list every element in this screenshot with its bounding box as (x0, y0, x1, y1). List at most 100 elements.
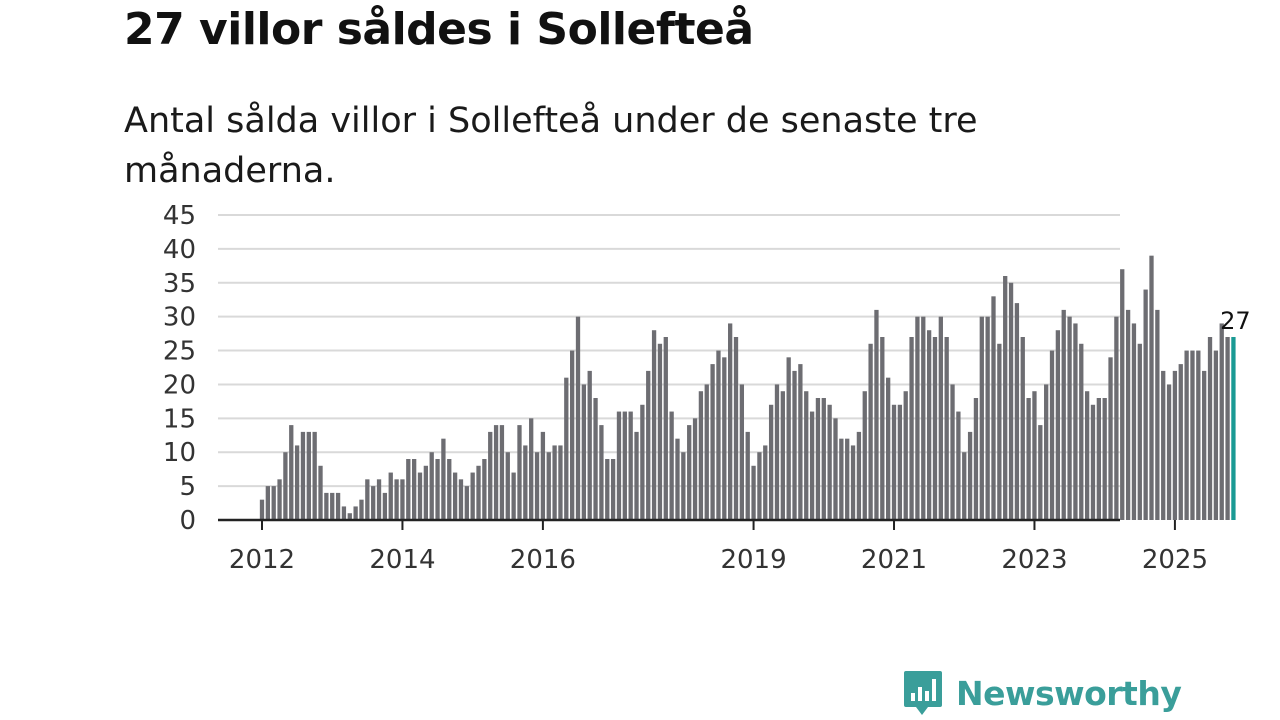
bar (347, 513, 352, 520)
bar (663, 337, 668, 520)
bar (926, 330, 932, 520)
bar (552, 445, 557, 520)
bar (1084, 391, 1090, 520)
bar (564, 377, 569, 520)
bar (932, 337, 938, 520)
bar (962, 452, 967, 520)
bar (365, 479, 370, 520)
bar (827, 404, 832, 520)
bar (1079, 343, 1084, 520)
bar (447, 459, 452, 520)
x-tick-label: 2014 (369, 545, 435, 575)
bar (388, 472, 393, 520)
chart-subtitle: Antal sålda villor i Sollefteå under de … (124, 101, 978, 191)
bar (751, 465, 756, 520)
bar (850, 445, 856, 520)
bar (452, 472, 458, 520)
bar (1073, 323, 1078, 520)
bar (289, 425, 294, 520)
bar (985, 316, 990, 520)
y-tick-label: 45 (163, 201, 196, 231)
bar (570, 350, 575, 520)
bar (973, 398, 979, 520)
bar (833, 418, 838, 520)
bar (335, 492, 341, 520)
bar (470, 472, 475, 520)
bar (956, 411, 961, 520)
x-tick-label: 2019 (720, 545, 786, 575)
bar (967, 431, 973, 520)
last-value-label: 27 (1220, 307, 1251, 335)
bar (634, 431, 639, 520)
y-tick-label: 30 (163, 303, 196, 333)
bar (1108, 357, 1113, 520)
bar (1055, 330, 1061, 520)
bar (722, 357, 727, 520)
bar (880, 337, 885, 520)
bar (862, 391, 867, 520)
bar (815, 398, 821, 520)
bar (651, 330, 657, 520)
bar (692, 418, 698, 520)
bar (1202, 370, 1207, 520)
bar (1067, 316, 1072, 520)
bar (622, 411, 627, 520)
bar (1049, 350, 1055, 520)
bar (517, 425, 522, 520)
bar (886, 377, 891, 520)
bar (1131, 323, 1137, 520)
bar (464, 486, 469, 520)
bar (294, 445, 300, 520)
bar (938, 316, 943, 520)
bar-latest (1231, 337, 1236, 520)
bar (745, 431, 750, 520)
bar (1020, 337, 1025, 520)
bar (523, 445, 528, 520)
bar (991, 296, 996, 520)
bar (628, 411, 633, 520)
data-labels: 27 (1220, 307, 1251, 335)
bar (587, 370, 592, 520)
bar (406, 459, 411, 520)
bar (1044, 384, 1049, 520)
bar (376, 479, 382, 520)
bar (265, 486, 270, 520)
bar (435, 459, 440, 520)
bar (1014, 303, 1020, 520)
bar (1137, 343, 1142, 520)
bar (716, 350, 721, 520)
bar (581, 384, 587, 520)
bar (944, 337, 949, 520)
bar (616, 411, 622, 520)
bar (259, 499, 265, 520)
bar (341, 506, 347, 520)
bar (429, 452, 434, 520)
x-axis-ticks: 2012 2014 2016 2019 2021 2023 2025 (229, 520, 1208, 575)
y-axis-ticks: 0 5 10 15 2025 30 35 40 45 (163, 201, 196, 536)
bar (1008, 282, 1014, 520)
bar (300, 431, 306, 520)
bar (681, 452, 686, 520)
bar (394, 479, 399, 520)
bar (704, 384, 709, 520)
bar (874, 309, 879, 520)
bar (540, 431, 546, 520)
bar (657, 343, 663, 520)
bar (593, 398, 598, 520)
bar (891, 404, 897, 520)
bar (575, 316, 581, 520)
bar (558, 445, 563, 520)
newsworthy-logo: Newsworthy (902, 670, 1182, 716)
y-tick-label: 5 (179, 472, 196, 502)
bar (488, 431, 493, 520)
bar (1161, 370, 1166, 520)
bar (1120, 269, 1125, 520)
bar (277, 479, 282, 520)
y-tick-label: 15 (163, 404, 196, 434)
y-tick-label: 35 (163, 269, 196, 299)
bar (1219, 323, 1224, 520)
x-tick-label: 2025 (1142, 545, 1208, 575)
bar (839, 438, 844, 520)
bar (1166, 384, 1172, 520)
